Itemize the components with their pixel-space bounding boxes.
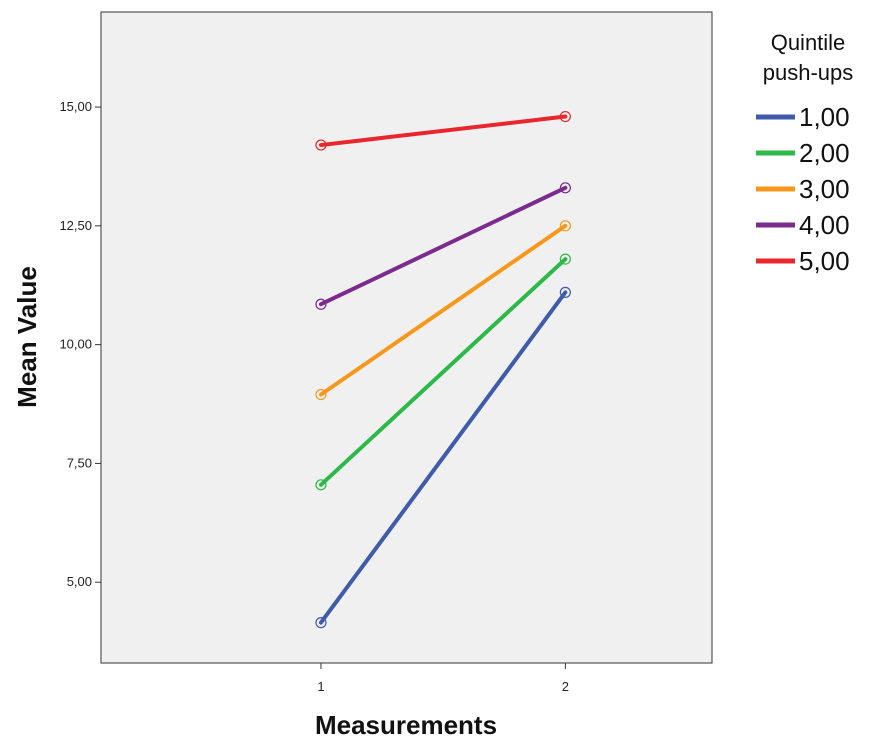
series-1: [315, 286, 571, 629]
y-axis-ticks: 5,00 7,50 10,00 12,50 15,00: [59, 99, 101, 589]
data-point: [315, 388, 327, 401]
series-line: [318, 257, 568, 487]
legend-title-line-2: push-ups: [763, 60, 854, 85]
series-line: [318, 114, 568, 148]
series-line: [318, 223, 568, 397]
legend-label: 2,00: [799, 138, 850, 168]
series-5: [315, 110, 571, 151]
data-point: [315, 479, 327, 491]
y-axis-title: Mean Value: [12, 266, 42, 408]
data-point: [559, 110, 571, 123]
series-lines: [315, 110, 571, 629]
y-tick-label: 10,00: [59, 337, 92, 352]
y-tick-label: 15,00: [59, 99, 92, 114]
legend-label: 1,00: [799, 102, 850, 132]
series-3: [315, 220, 571, 401]
data-point: [559, 220, 571, 232]
legend-label: 5,00: [799, 246, 850, 276]
x-axis-title: Measurements: [315, 710, 497, 740]
series-line: [318, 290, 568, 625]
legend-title-line-1: Quintile: [771, 30, 846, 55]
series-line: [318, 185, 568, 307]
data-point: [559, 286, 571, 298]
data-point: [315, 617, 327, 629]
data-point: [559, 182, 571, 194]
legend-label: 4,00: [799, 210, 850, 240]
series-2: [315, 253, 571, 491]
x-tick-label: 1: [317, 679, 324, 694]
data-point: [559, 253, 571, 265]
legend: Quintile push-ups 1,00 2,00 3,00 4,00 5,00: [756, 30, 853, 276]
data-point: [315, 139, 327, 151]
data-point: [315, 298, 327, 310]
y-tick-label: 5,00: [67, 574, 92, 589]
x-tick-label: 2: [562, 679, 569, 694]
legend-items: 1,00 2,00 3,00 4,00 5,00: [756, 102, 850, 276]
y-tick-label: 7,50: [67, 455, 92, 470]
legend-label: 3,00: [799, 174, 850, 204]
y-tick-label: 12,50: [59, 218, 92, 233]
series-4: [315, 182, 571, 310]
